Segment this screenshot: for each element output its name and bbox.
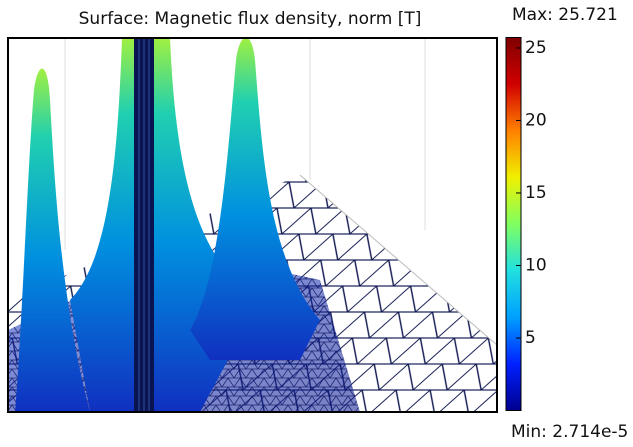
plot-frame [7, 37, 498, 413]
colorbar-tick-label: 15 [525, 183, 547, 203]
colorbar-scale [505, 37, 522, 411]
colorbar-tick-label: 20 [525, 110, 547, 130]
max-label: Max: 25.721 [512, 5, 618, 25]
colorbar-tick-label: 5 [525, 328, 536, 348]
colorbar-tick-label: 25 [525, 38, 547, 58]
min-label: Min: 2.714e-5 [511, 422, 628, 442]
plot-scene [8, 38, 497, 412]
chart-title: Surface: Magnetic flux density, norm [T] [79, 9, 422, 29]
colorbar-tick-label: 10 [525, 255, 547, 275]
